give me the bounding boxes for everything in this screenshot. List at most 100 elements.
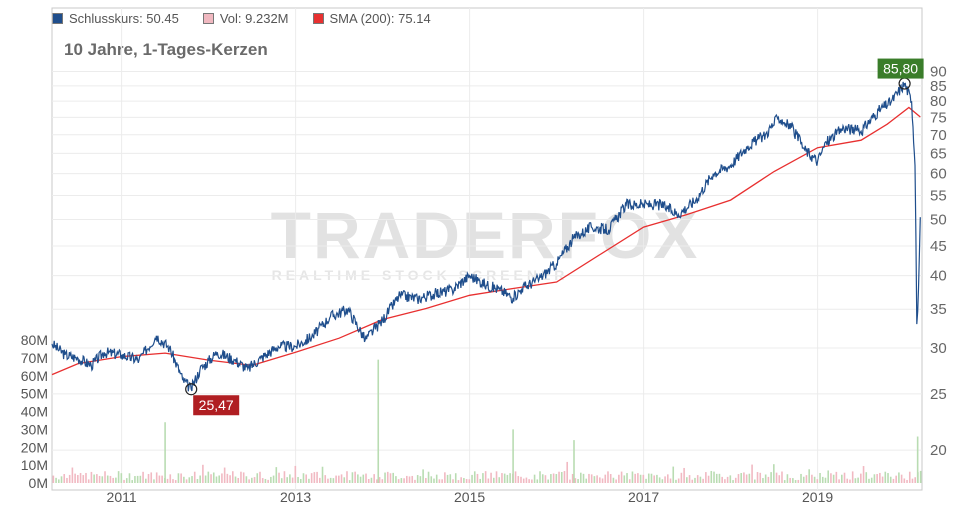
volume-bar — [444, 472, 446, 483]
volume-bar — [596, 475, 598, 483]
volume-bar — [104, 471, 106, 483]
volume-bar — [199, 475, 201, 483]
volume-bar — [490, 472, 492, 483]
volume-bar — [223, 467, 226, 483]
volume-bar — [425, 478, 427, 483]
volume-bar — [403, 478, 405, 483]
chart-subtitle: 10 Jahre, 1-Tages-Kerzen — [64, 40, 268, 59]
volume-bar — [305, 474, 308, 483]
volume-bar — [318, 477, 321, 483]
legend-item-volume[interactable]: Vol: 9.232M — [202, 11, 289, 26]
volume-bar — [770, 472, 772, 483]
volume-bar — [172, 479, 174, 483]
volume-bar — [696, 475, 699, 483]
volume-bar — [93, 474, 95, 483]
volume-bar — [60, 476, 63, 483]
volume-bar — [240, 471, 242, 483]
legend-item-sma[interactable]: SMA (200): 75.14 — [312, 11, 431, 26]
volume-bar — [593, 476, 596, 483]
volume-bar — [887, 473, 889, 483]
volume-bar — [153, 479, 155, 483]
volume-bar — [574, 478, 577, 483]
volume-bar — [683, 467, 685, 483]
volume-bar — [71, 467, 74, 483]
volume-bar — [813, 476, 816, 483]
volume-bar — [599, 477, 601, 483]
price-tick-label: 25 — [930, 386, 947, 403]
low-label: 25,47 — [199, 397, 234, 413]
volume-bar — [889, 476, 892, 483]
volume-bar — [884, 471, 887, 483]
volume-bar — [299, 478, 302, 483]
volume-bar — [492, 477, 495, 483]
volume-bar — [136, 475, 139, 483]
volume-bar — [283, 471, 286, 483]
volume-bar — [147, 474, 150, 483]
price-tick-label: 55 — [930, 187, 947, 204]
volume-bar — [419, 476, 422, 483]
volume-bar — [231, 471, 234, 483]
price-tick-label: 45 — [930, 238, 947, 255]
volume-spike — [164, 422, 166, 483]
volume-bar — [405, 475, 408, 483]
volume-bar — [340, 474, 343, 483]
volume-bar — [335, 475, 337, 483]
plot-border — [51, 7, 923, 491]
volume-bar — [473, 471, 476, 483]
volume-bar — [827, 470, 830, 483]
volume-bar — [588, 473, 590, 483]
volume-bar — [702, 478, 704, 483]
volume-bar — [117, 471, 120, 483]
volume-bar — [55, 477, 57, 483]
volume-bar — [286, 477, 288, 483]
price-tick-label: 90 — [930, 64, 947, 81]
volume-bar — [433, 478, 435, 483]
volume-bar — [291, 477, 294, 483]
volume-tick-label: 80M — [21, 332, 48, 348]
volume-bar — [376, 479, 378, 483]
volume-bar — [161, 475, 163, 483]
volume-bar — [438, 479, 441, 483]
volume-bar — [308, 478, 310, 483]
volume-bar — [183, 476, 185, 483]
watermark: TRADERFOX REALTIME STOCK SCREENER — [271, 198, 700, 283]
volume-bar — [259, 471, 261, 483]
volume-bar — [558, 471, 560, 483]
volume-bar — [688, 475, 691, 483]
volume-bar — [155, 472, 158, 483]
volume-bar — [142, 471, 144, 483]
volume-bar — [560, 472, 563, 483]
volume-bar — [623, 475, 626, 483]
volume-bar — [509, 473, 511, 483]
volume-bar — [805, 475, 808, 483]
volume-bar — [881, 476, 884, 483]
volume-bar — [601, 478, 604, 483]
volume-bar — [221, 473, 223, 483]
volume-bar — [270, 476, 272, 483]
volume-bar — [338, 475, 340, 483]
volume-bar — [313, 472, 316, 483]
volume-bar — [191, 476, 193, 483]
volume-bar — [427, 471, 430, 483]
volume-bar — [245, 476, 248, 483]
volume-bar — [914, 477, 917, 483]
volume-bar — [639, 474, 642, 483]
legend-label-close: Schlusskurs: 50.45 — [69, 10, 179, 26]
watermark-brand: TRADERFOX — [271, 198, 700, 272]
volume-bar — [248, 479, 250, 483]
volume-bar — [854, 478, 857, 483]
volume-bar — [454, 473, 457, 483]
volume-bar — [365, 473, 367, 483]
volume-bar — [484, 471, 487, 483]
volume-bar — [781, 471, 783, 483]
volume-bar — [386, 471, 389, 483]
volume-bar — [479, 478, 482, 483]
volume-bar — [324, 475, 327, 483]
high-label-box — [877, 58, 924, 79]
legend-item-close[interactable]: Schlusskurs: 50.45 — [52, 11, 179, 26]
volume-bar — [898, 472, 900, 483]
volume-bar — [517, 476, 520, 483]
volume-bar — [626, 473, 628, 483]
volume-bar — [740, 473, 743, 483]
volume-bar — [422, 469, 424, 483]
